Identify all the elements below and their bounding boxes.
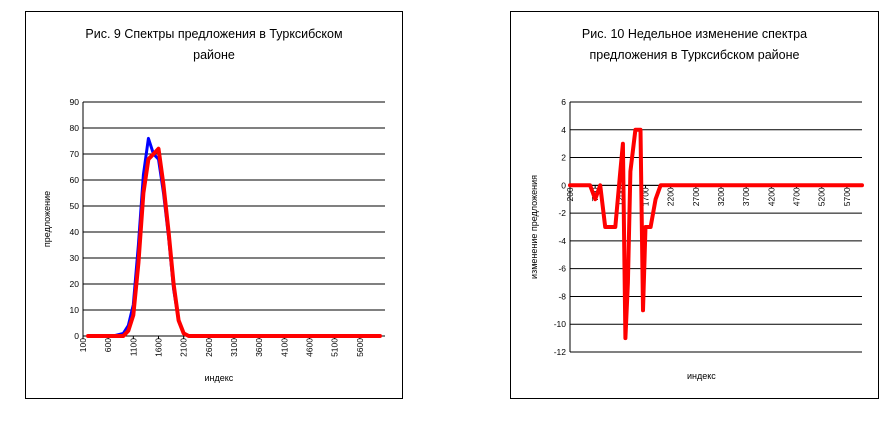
- x-tick-label: 2700: [691, 187, 701, 206]
- x-tick-label: 5700: [842, 187, 852, 206]
- y-tick-label: 50: [70, 201, 80, 211]
- x-tick-label: 3200: [716, 187, 726, 206]
- x-tick-label: 200: [565, 187, 575, 201]
- chart-title-line2: районе: [193, 48, 235, 62]
- x-tick-label: 5600: [355, 338, 365, 357]
- y-tick-label: 70: [70, 149, 80, 159]
- x-axis-label: индекс: [205, 373, 234, 383]
- y-tick-label: 20: [70, 279, 80, 289]
- series-line-1: [86, 146, 382, 338]
- x-axis-label: индекс: [687, 371, 716, 381]
- x-tick-label: 3700: [741, 187, 751, 206]
- chart-fig9-svg: 0 10 20 30 40 50 60 70 80 90 100 600 1100 1600 2100 260…: [42, 97, 385, 383]
- x-tick-label: 1200: [615, 187, 625, 206]
- x-tick-label: 5200: [817, 187, 827, 206]
- series-line-0: [568, 127, 864, 341]
- x-tick-label: 100: [78, 338, 88, 352]
- y-tick-label: 80: [70, 123, 80, 133]
- y-tick-label: -12: [554, 347, 567, 357]
- x-tick-label: 4600: [305, 338, 315, 357]
- y-tick-label: 4: [561, 125, 566, 135]
- y-tick-label: 0: [74, 331, 79, 341]
- y-tick-label: 10: [70, 305, 80, 315]
- y-tick-label: 60: [70, 175, 80, 185]
- x-tick-label: 1600: [154, 338, 164, 357]
- chart-panel-fig9: Рис. 9 Спектры предложения в Турксибском…: [25, 11, 403, 399]
- chart-title-line1: Рис. 9 Спектры предложения в Турксибском: [85, 27, 343, 41]
- chart-title: Рис. 9 Спектры предложения в Турксибском…: [26, 24, 402, 66]
- x-tick-label: 600: [103, 338, 113, 352]
- x-tick-label: 2200: [666, 187, 676, 206]
- x-tick-label: 1100: [128, 338, 138, 357]
- x-tick-label: 1700: [641, 187, 651, 206]
- y-tick-label: 30: [70, 253, 80, 263]
- y-tick-label: -10: [554, 319, 567, 329]
- chart-panel-fig10: Рис. 10 Недельное изменение спектра пред…: [510, 11, 879, 399]
- series-line-0: [86, 136, 382, 338]
- x-tick-label: 3100: [229, 338, 239, 357]
- chart-title-line2: предложения в Турксибском районе: [589, 48, 800, 62]
- y-tick-label: 2: [561, 153, 566, 163]
- chart-title: Рис. 10 Недельное изменение спектра пред…: [511, 24, 878, 66]
- x-tick-label: 5100: [330, 338, 340, 357]
- y-tick-label: 6: [561, 97, 566, 107]
- y-tick-label: -4: [558, 236, 566, 246]
- chart-title-line1: Рис. 10 Недельное изменение спектра: [581, 27, 808, 41]
- x-tick-label: 2100: [179, 338, 189, 357]
- y-tick-label: -8: [558, 291, 566, 301]
- y-tick-label: 90: [70, 97, 80, 107]
- y-tick-label: -6: [558, 264, 566, 274]
- y-tick-label: -2: [558, 208, 566, 218]
- y-tick-label: 0: [561, 180, 566, 190]
- y-axis-label: изменение предложения: [529, 175, 539, 279]
- y-axis-label: предложение: [42, 191, 52, 247]
- x-tick-label: 4100: [279, 338, 289, 357]
- x-tick-label: 3600: [254, 338, 264, 357]
- x-tick-label: 4700: [792, 187, 802, 206]
- y-tick-label: 40: [70, 227, 80, 237]
- x-tick-label: 4200: [766, 187, 776, 206]
- x-tick-label: 2600: [204, 338, 214, 357]
